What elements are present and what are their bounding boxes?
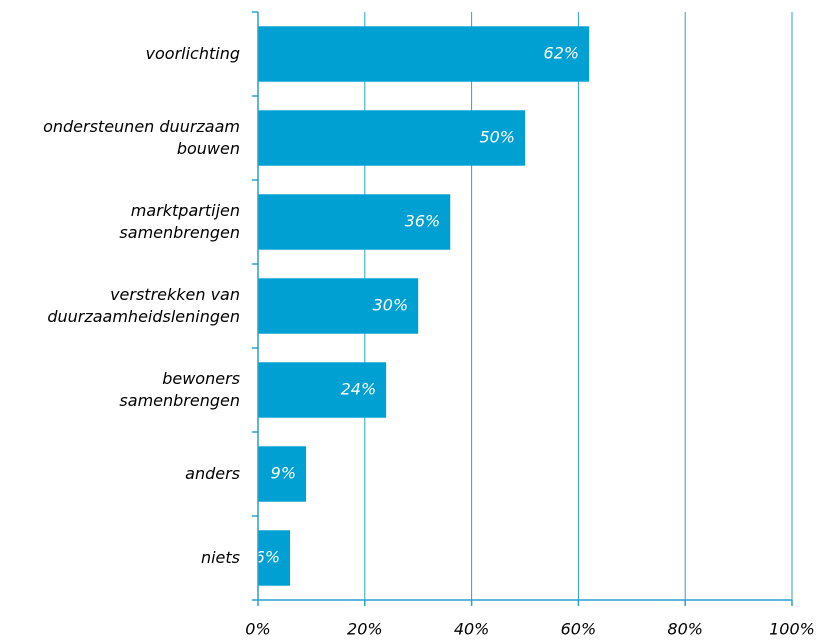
x-tick-label: 80%	[667, 620, 703, 639]
x-tick-label: 60%	[561, 620, 597, 639]
x-tick-label: 0%	[245, 620, 270, 639]
value-label: 62%	[544, 44, 580, 63]
bar	[258, 278, 419, 334]
bar	[258, 446, 307, 502]
y-tick-label: anders	[185, 464, 240, 483]
value-label: 50%	[479, 128, 515, 147]
value-label: 24%	[341, 380, 377, 399]
value-label: 9%	[271, 464, 296, 483]
bar	[258, 110, 525, 166]
bar	[258, 194, 451, 250]
x-tick-label: 40%	[454, 620, 490, 639]
value-label: 6%	[255, 548, 280, 567]
value-label: 36%	[405, 212, 441, 231]
y-tick-label: verstrekken van duurzaamheidsleningen	[47, 285, 240, 326]
y-tick-label: niets	[200, 548, 240, 567]
y-tick-label: bewoners samenbrengen	[119, 369, 240, 410]
bar	[258, 530, 291, 586]
y-tick-label: voorlichting	[145, 44, 240, 63]
y-tick-label: marktpartijen samenbrengen	[119, 201, 240, 242]
bar	[258, 26, 590, 82]
value-label: 30%	[373, 296, 409, 315]
bar	[258, 362, 387, 418]
x-tick-label: 20%	[347, 620, 383, 639]
x-tick-label: 100%	[769, 620, 815, 639]
y-tick-label: ondersteunen duurzaam bouwen	[43, 117, 240, 158]
